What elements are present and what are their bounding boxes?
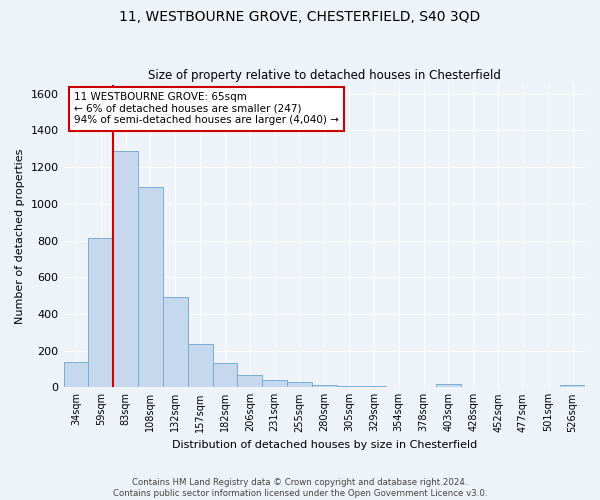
Bar [386, 387, 411, 388]
Bar [362, 386, 386, 388]
Bar [212, 364, 238, 388]
Bar [163, 298, 188, 388]
Y-axis label: Number of detached properties: Number of detached properties [15, 148, 25, 324]
Bar [312, 384, 337, 388]
Bar [138, 188, 163, 388]
X-axis label: Distribution of detached houses by size in Chesterfield: Distribution of detached houses by size … [172, 440, 477, 450]
Bar [337, 386, 362, 388]
Bar [262, 380, 287, 388]
Bar [188, 344, 212, 388]
Title: Size of property relative to detached houses in Chesterfield: Size of property relative to detached ho… [148, 69, 501, 82]
Bar [64, 362, 88, 388]
Bar [238, 375, 262, 388]
Bar [436, 384, 461, 388]
Text: 11 WESTBOURNE GROVE: 65sqm
← 6% of detached houses are smaller (247)
94% of semi: 11 WESTBOURNE GROVE: 65sqm ← 6% of detac… [74, 92, 339, 126]
Bar [88, 238, 113, 388]
Text: 11, WESTBOURNE GROVE, CHESTERFIELD, S40 3QD: 11, WESTBOURNE GROVE, CHESTERFIELD, S40 … [119, 10, 481, 24]
Bar [287, 382, 312, 388]
Bar [113, 150, 138, 388]
Bar [560, 384, 585, 388]
Text: Contains HM Land Registry data © Crown copyright and database right 2024.
Contai: Contains HM Land Registry data © Crown c… [113, 478, 487, 498]
